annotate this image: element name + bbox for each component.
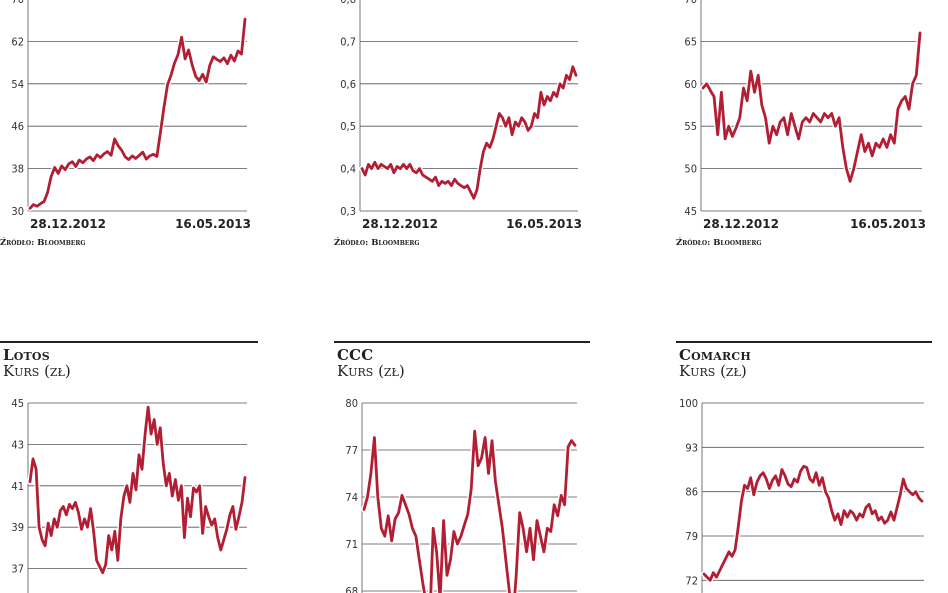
y-tick-label: 54: [11, 78, 24, 91]
y-tick-label: 39: [11, 521, 24, 534]
chart-title: Lotos: [3, 346, 50, 364]
header-rule: [334, 341, 590, 343]
y-tick-label: 100: [679, 397, 698, 410]
x-tick-label: 28.12.2012: [703, 217, 779, 231]
y-tick-label: 37: [11, 563, 24, 576]
y-tick-label: 74: [345, 491, 358, 504]
chart-panel-ccc: CCC Kurs (zł) 68 71 74 77 80: [334, 340, 634, 593]
y-axis-label: Kurs (zł): [3, 362, 71, 380]
series-line-halo: [27, 16, 248, 212]
y-tick-label: 0,3: [340, 205, 356, 218]
y-tick-label: 41: [11, 480, 24, 493]
source-note: Źródło: Bloomberg: [334, 238, 420, 248]
y-tick-label: 79: [685, 530, 698, 543]
y-tick-label: 60: [684, 78, 697, 91]
x-tick-label: 28.12.2012: [362, 217, 438, 231]
chart-title: CCC: [337, 346, 374, 364]
y-tick-label: 0,4: [340, 163, 356, 176]
x-tick-label: 16.05.2013: [175, 217, 251, 231]
series-line-halo: [361, 428, 578, 593]
chart-title: Comarch: [679, 346, 751, 364]
y-tick-label: 0,5: [340, 120, 356, 133]
y-tick-label: 65: [684, 35, 697, 48]
y-tick-label: 45: [684, 205, 697, 218]
y-tick-label: 72: [685, 574, 698, 587]
y-tick-label: 0,6: [340, 78, 356, 91]
y-tick-label: 80: [345, 397, 358, 410]
chart-panel-3: 45 50 55 60 65 70 28.12.2012 16.05.2013 Źródło:…: [670, 0, 948, 260]
y-tick-label: 71: [345, 538, 358, 551]
y-tick-label: 50: [684, 163, 697, 176]
y-tick-label: 70: [684, 0, 697, 6]
y-tick-label: 0,8: [340, 0, 356, 6]
y-tick-label: 93: [685, 441, 698, 454]
series-line-halo: [27, 404, 248, 576]
series-line-halo: [700, 30, 923, 185]
y-tick-label: 45: [11, 397, 24, 410]
line-chart-comarch: 72 79 86 93 100: [679, 397, 925, 593]
chart-panel-comarch: Comarch Kurs (zł) 72 79 86 93 100: [676, 340, 948, 593]
y-tick-label: 46: [11, 120, 24, 133]
header-rule: [0, 341, 258, 343]
x-tick-label: 16.05.2013: [850, 217, 926, 231]
series-line: [362, 429, 577, 593]
line-chart-ccc: 68 71 74 77 80: [345, 397, 578, 593]
y-tick-label: 30: [11, 205, 24, 218]
source-note: Źródło: Bloomberg: [0, 238, 86, 248]
chart-panel-2: 0,3 0,4 0,5 0,6 0,7 0,8 28.12.2012 16.05.2013 Ź…: [330, 0, 630, 260]
y-tick-label: 43: [11, 438, 24, 451]
y-axis-label: Kurs (zł): [679, 362, 747, 380]
y-tick-label: 38: [11, 163, 24, 176]
line-chart-lotos: 37 39 41 43 45: [11, 397, 248, 593]
series-line: [701, 31, 922, 183]
chart-panel-lotos: Lotos Kurs (zł) 37 39 41 43 45: [0, 340, 300, 593]
line-chart-1: 30 38 46 54 62 70 28.12.2012 16.05.2013: [11, 0, 251, 231]
line-chart-2: 0,3 0,4 0,5 0,6 0,7 0,8 28.12.2012 16.05.2013: [340, 0, 582, 231]
y-axis-label: Kurs (zł): [337, 362, 405, 380]
x-tick-label: 16.05.2013: [506, 217, 582, 231]
source-note: Źródło: Bloomberg: [676, 238, 762, 248]
y-tick-label: 70: [11, 0, 24, 6]
x-tick-label: 28.12.2012: [30, 217, 106, 231]
series-line: [702, 464, 924, 582]
series-line-halo: [359, 64, 579, 202]
series-line: [28, 17, 247, 210]
y-tick-label: 68: [345, 585, 358, 593]
series-line: [360, 65, 578, 200]
y-tick-label: 86: [685, 486, 698, 499]
chart-panel-1: 30 38 46 54 62 70 28.12.2012 16.05.2013 Źródło:…: [0, 0, 300, 260]
line-chart-3: 45 50 55 60 65 70 28.12.2012 16.05.2013: [684, 0, 926, 231]
header-rule: [676, 341, 932, 343]
y-tick-label: 55: [684, 120, 697, 133]
y-tick-label: 77: [345, 444, 358, 457]
y-tick-label: 62: [11, 35, 24, 48]
series-line: [28, 405, 247, 575]
y-tick-label: 0,7: [340, 35, 356, 48]
